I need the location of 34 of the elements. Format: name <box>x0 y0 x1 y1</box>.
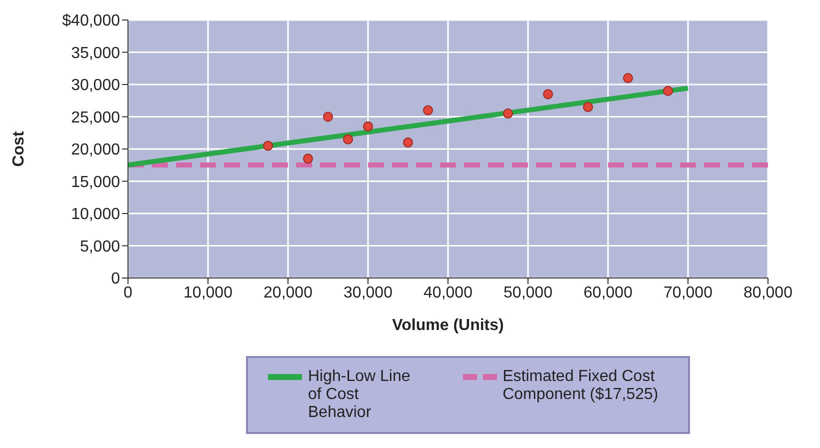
y-tick-label: 0 <box>111 270 120 288</box>
x-tick-label: 0 <box>124 284 133 302</box>
point <box>502 108 514 119</box>
point <box>362 121 374 132</box>
legend-label: High-Low Line of Cost Behavior <box>308 368 412 422</box>
x-tick-label: 30,000 <box>344 284 393 302</box>
x-tick-label: 80,000 <box>744 284 793 302</box>
y-tick-label: 25,000 <box>71 109 120 126</box>
y-tick-label: 30,000 <box>71 77 120 94</box>
y-tick-label: $40,000 <box>62 12 120 30</box>
point <box>622 73 634 84</box>
x-tick-label: 40,000 <box>424 284 473 302</box>
x-tick-label: 50,000 <box>504 284 553 302</box>
y-tick-label: 35,000 <box>71 44 120 62</box>
y-tick-label: 10,000 <box>71 206 120 224</box>
x-axis-title: Volume (Units) <box>392 317 504 334</box>
x-tick-label: 60,000 <box>584 284 633 302</box>
legend-label: Estimated Fixed Cost Component ($17,525) <box>502 368 660 404</box>
y-tick-label: 20,000 <box>71 142 120 159</box>
x-tick-label: 10,000 <box>184 284 233 302</box>
point <box>302 154 314 164</box>
point <box>422 105 434 116</box>
y-tick-label: 15,000 <box>71 174 120 191</box>
x-tick-label: 20,000 <box>264 284 313 302</box>
point <box>662 86 674 96</box>
point <box>582 102 594 112</box>
y-axis-title: Cost <box>10 130 28 167</box>
point <box>262 140 274 151</box>
point <box>542 89 554 100</box>
point <box>402 138 414 148</box>
point <box>322 112 334 122</box>
y-tick-label: 5,000 <box>80 238 120 256</box>
point <box>342 134 354 144</box>
x-tick-label: 70,000 <box>664 284 713 302</box>
